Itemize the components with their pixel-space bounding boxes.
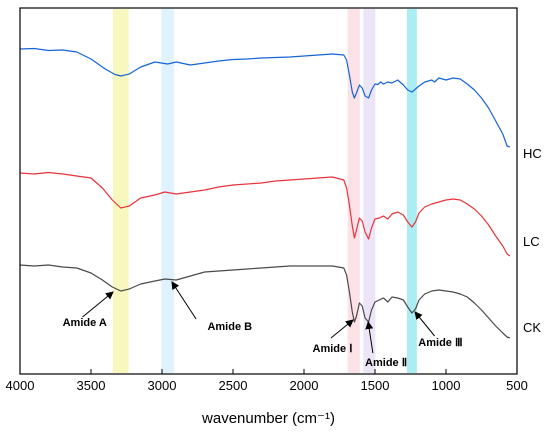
annotation-arrow-5 (414, 311, 436, 337)
band-3 (347, 9, 360, 373)
x-tick-label-2000: 2000 (290, 378, 319, 393)
annotation-label-4: Amide Ⅱ (365, 357, 407, 369)
band-4 (363, 9, 376, 373)
annotations: Amide A Amide B Amide Ⅰ Amide Ⅱ Amide Ⅲ (63, 281, 463, 369)
band-1 (113, 9, 129, 373)
x-axis-ticks: 4000 3500 3000 2500 2000 1500 1000 500 (6, 369, 528, 393)
band-5 (406, 9, 417, 373)
x-tick-label-2500: 2500 (219, 378, 248, 393)
series-label-lc: LC (523, 234, 540, 249)
annotation-arrow-3 (330, 319, 354, 339)
band-2 (161, 9, 175, 373)
annotation-label-1: Amide A (63, 317, 107, 329)
plot-frame (19, 7, 518, 375)
x-tick-label-500: 500 (506, 378, 528, 393)
series-line-lc (19, 171, 511, 257)
annotation-label-3: Amide Ⅰ (313, 343, 353, 355)
series-labels: HC LC CK (523, 146, 542, 335)
annotation-arrow-1 (82, 291, 114, 318)
annotation-label-2: Amide B (207, 321, 252, 333)
x-tick-label-3000: 3000 (148, 378, 177, 393)
series-line-ck (19, 264, 511, 339)
series-label-hc: HC (523, 146, 542, 161)
annotation-arrow-2 (171, 281, 197, 320)
x-tick-label-1000: 1000 (432, 378, 461, 393)
series-label-ck: CK (523, 320, 541, 335)
x-tick-label-1500: 1500 (361, 378, 390, 393)
annotation-arrow-4 (365, 321, 374, 354)
series-line-hc (19, 47, 511, 148)
x-tick-label-3500: 3500 (77, 378, 106, 393)
highlight-bands (113, 9, 417, 373)
x-tick-label-4000: 4000 (6, 378, 35, 393)
annotation-label-5: Amide Ⅲ (418, 337, 462, 349)
spectra-series (19, 47, 511, 339)
x-axis-title: wavenumber (cm⁻¹) (201, 410, 335, 427)
